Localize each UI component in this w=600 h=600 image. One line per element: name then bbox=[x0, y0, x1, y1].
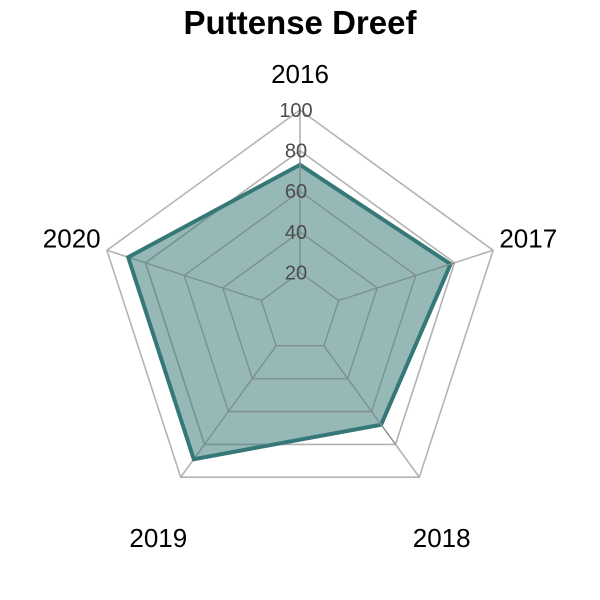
spoke-outer-2017 bbox=[454, 249, 494, 264]
spoke-2019 bbox=[203, 345, 277, 445]
tick-label-60: 60 bbox=[285, 181, 307, 203]
series-layer bbox=[125, 162, 454, 462]
chart-title: Puttense Dreef bbox=[183, 4, 417, 41]
tick-label-40: 40 bbox=[285, 222, 307, 244]
grid-ring-60 bbox=[183, 190, 417, 413]
series-area-0 bbox=[125, 162, 454, 462]
axis-label-2020: 2020 bbox=[43, 224, 101, 254]
tick-label-100: 100 bbox=[279, 100, 312, 122]
spoke-outer-2018 bbox=[394, 443, 420, 478]
inner-grid-layer bbox=[145, 150, 455, 445]
axis-label-layer: 2016 2017 2018 2019 2020 bbox=[43, 59, 557, 553]
axis-label-2018: 2018 bbox=[413, 523, 471, 553]
axis-label-2017: 2017 bbox=[499, 224, 557, 254]
grid-ring-20 bbox=[260, 271, 340, 347]
tick-label-layer: 20 40 60 80 100 bbox=[279, 100, 312, 284]
grid-ring-40 bbox=[221, 230, 379, 380]
axis-label-2019: 2019 bbox=[129, 523, 187, 553]
grid-ring-100 bbox=[105, 109, 495, 479]
spoke-2017 bbox=[338, 262, 455, 302]
spoke-2018 bbox=[323, 345, 397, 445]
tick-label-20: 20 bbox=[285, 262, 307, 284]
axis-label-2016: 2016 bbox=[271, 59, 329, 89]
tick-label-80: 80 bbox=[285, 141, 307, 163]
spoke-2020 bbox=[145, 262, 262, 302]
